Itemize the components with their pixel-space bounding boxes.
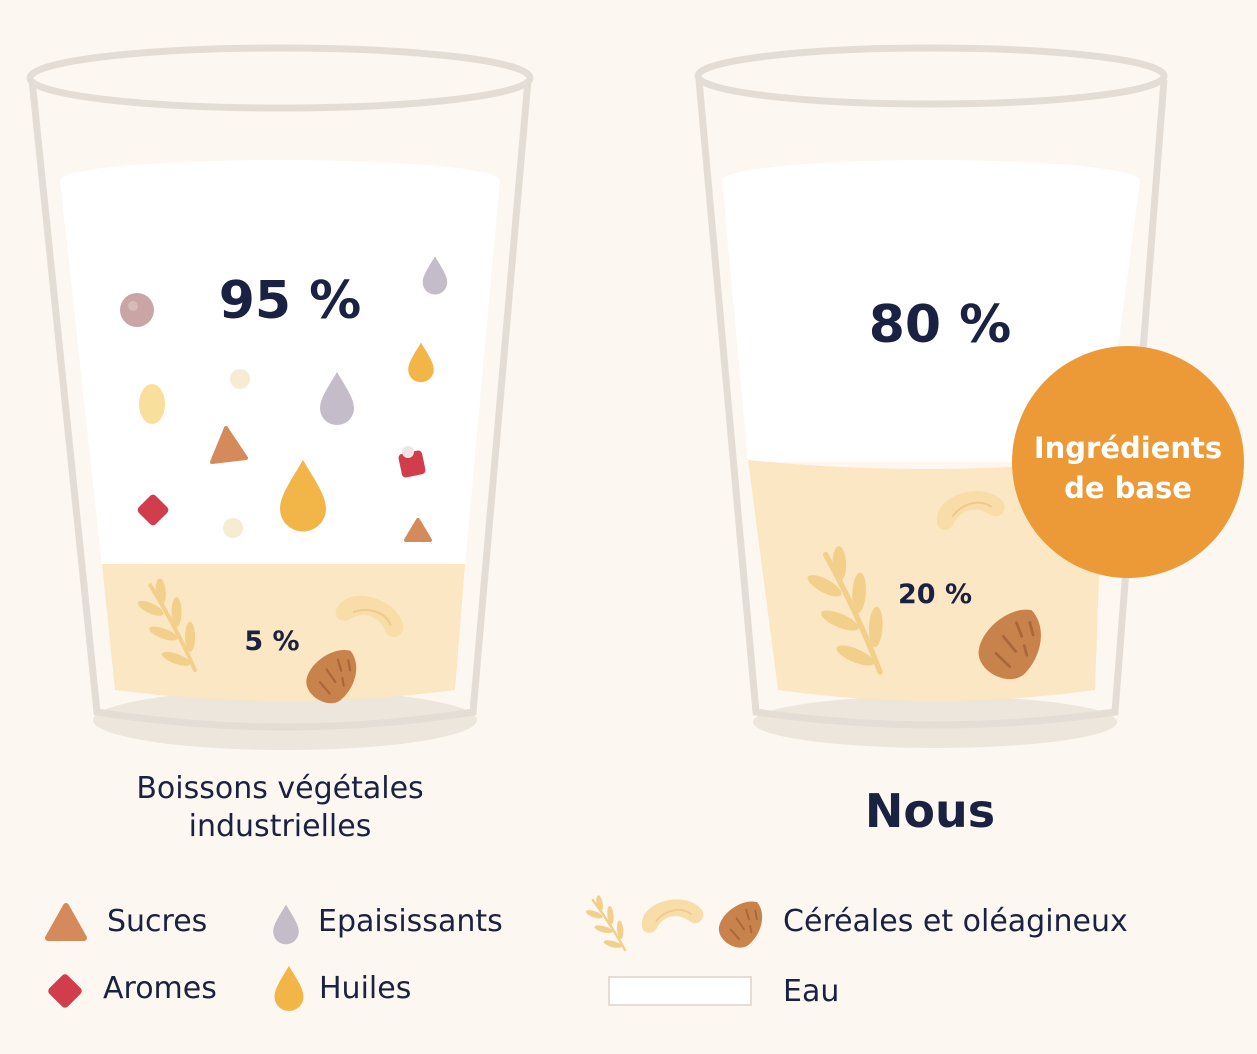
legend-sucres-icon [45, 903, 87, 941]
glass-rim [694, 44, 1168, 108]
legend-wheat-icon [574, 890, 641, 960]
legend [45, 890, 774, 1011]
glass-nous: 80 % 20 % [694, 44, 1168, 748]
legend-almond-icon [711, 890, 774, 956]
base-percent-left: 5 % [244, 626, 299, 657]
water-surface [722, 160, 1140, 200]
badge-line-2: de base [1064, 471, 1192, 505]
caption-industrial: Boissons végétales industrielles [80, 770, 480, 846]
legend-cereales-label: Céréales et oléagineux [783, 904, 1128, 939]
water-surface [60, 160, 500, 200]
legend-cashew-icon [638, 896, 706, 935]
legend-huiles-label: Huiles [319, 971, 412, 1006]
legend-epaississants-icon [273, 904, 299, 945]
glass-industrial: 95 % 5 % [26, 44, 534, 750]
glass-rim [26, 44, 534, 112]
base-percent-right: 20 % [898, 579, 972, 610]
aroma-dot-icon [120, 293, 154, 327]
legend-eau-swatch [608, 976, 752, 1006]
base-ingredients-badge: Ingrédients de base [1012, 346, 1244, 578]
legend-eau-label: Eau [783, 974, 840, 1009]
badge-line-1: Ingrédients [1034, 431, 1222, 465]
top-percent-right: 80 % [869, 295, 1012, 355]
caption-line-2: industrielles [188, 809, 372, 844]
sugar-seed-icon [139, 384, 165, 424]
glass-outline [695, 79, 1168, 729]
dot-icon [230, 369, 250, 389]
legend-aromes-icon [48, 974, 82, 1008]
water-liquid [722, 180, 1140, 462]
aroma-diamond-icon [137, 494, 169, 526]
legend-aromes-label: Aromes [103, 971, 217, 1006]
legend-huiles-icon [274, 965, 304, 1011]
legend-epaississants-label: Epaisissants [318, 904, 503, 939]
sugar-triangle-icon [404, 518, 432, 542]
glass-shadow [93, 690, 477, 750]
glass-outline [28, 79, 532, 731]
top-percent-left: 95 % [219, 271, 362, 331]
sugar-triangle-icon [210, 426, 248, 464]
water-liquid [60, 180, 500, 566]
legend-sucres-label: Sucres [107, 904, 208, 939]
caption-nous: Nous [864, 784, 996, 838]
dot-icon [223, 518, 243, 538]
caption-line-1: Boissons végétales [136, 771, 424, 806]
